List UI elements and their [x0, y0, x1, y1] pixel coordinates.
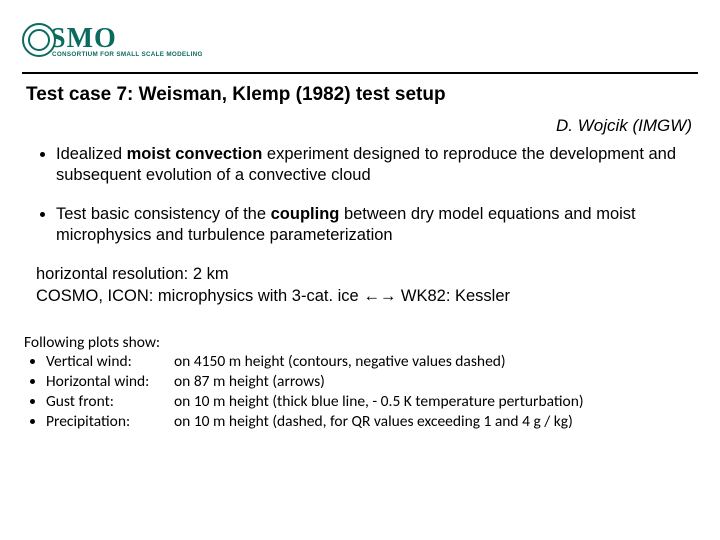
plot-item-precipitation: Precipitation:on 10 m height (dashed, fo… — [46, 412, 698, 432]
plot-label: Gust front: — [46, 392, 174, 412]
main-bullets: Idealized moist convection experiment de… — [22, 144, 692, 246]
plot-label: Precipitation: — [46, 412, 174, 432]
plots-intro: Following plots show: — [24, 333, 698, 352]
slide: SMO CONSORTIUM FOR SMALL SCALE MODELING … — [0, 0, 720, 540]
plot-item-gust-front: Gust front:on 10 m height (thick blue li… — [46, 392, 698, 412]
res2-post: WK82: Kessler — [396, 287, 510, 305]
res2-pre: COSMO, ICON: microphysics with 3-cat. ic… — [36, 287, 363, 305]
slide-author: D. Wojcik (IMGW) — [22, 116, 692, 136]
bullet1-bold: moist convection — [127, 145, 263, 163]
plot-desc: on 4150 m height (contours, negative val… — [174, 352, 506, 371]
plot-item-vertical-wind: Vertical wind:on 4150 m height (contours… — [46, 352, 698, 372]
bullet2-bold: coupling — [271, 205, 340, 223]
resolution-line1: horizontal resolution: 2 km — [36, 264, 698, 285]
logo-globe-icon — [22, 23, 56, 57]
resolution-block: horizontal resolution: 2 km COSMO, ICON:… — [36, 264, 698, 307]
bullet2-pre: Test basic consistency of the — [56, 205, 271, 223]
header: SMO CONSORTIUM FOR SMALL SCALE MODELING — [22, 14, 698, 66]
cosmo-logo: SMO CONSORTIUM FOR SMALL SCALE MODELING — [22, 23, 203, 58]
plot-desc: on 10 m height (thick blue line, - 0.5 K… — [174, 392, 584, 411]
logo-text-wrap: SMO CONSORTIUM FOR SMALL SCALE MODELING — [50, 23, 203, 58]
plot-item-horizontal-wind: Horizontal wind:on 87 m height (arrows) — [46, 372, 698, 392]
header-rule — [22, 72, 698, 74]
left-right-arrow-icon: ←→ — [363, 287, 396, 305]
slide-title: Test case 7: Weisman, Klemp (1982) test … — [26, 84, 698, 106]
bullet-coupling: Test basic consistency of the coupling b… — [56, 204, 692, 246]
resolution-line2: COSMO, ICON: microphysics with 3-cat. ic… — [36, 286, 698, 307]
plot-label: Vertical wind: — [46, 352, 174, 372]
plot-desc: on 87 m height (arrows) — [174, 372, 325, 391]
plots-list: Vertical wind:on 4150 m height (contours… — [24, 352, 698, 431]
bullet-moist-convection: Idealized moist convection experiment de… — [56, 144, 692, 186]
plot-desc: on 10 m height (dashed, for QR values ex… — [174, 412, 573, 431]
logo-subtitle: CONSORTIUM FOR SMALL SCALE MODELING — [52, 51, 203, 58]
plot-label: Horizontal wind: — [46, 372, 174, 392]
bullet1-pre: Idealized — [56, 145, 127, 163]
